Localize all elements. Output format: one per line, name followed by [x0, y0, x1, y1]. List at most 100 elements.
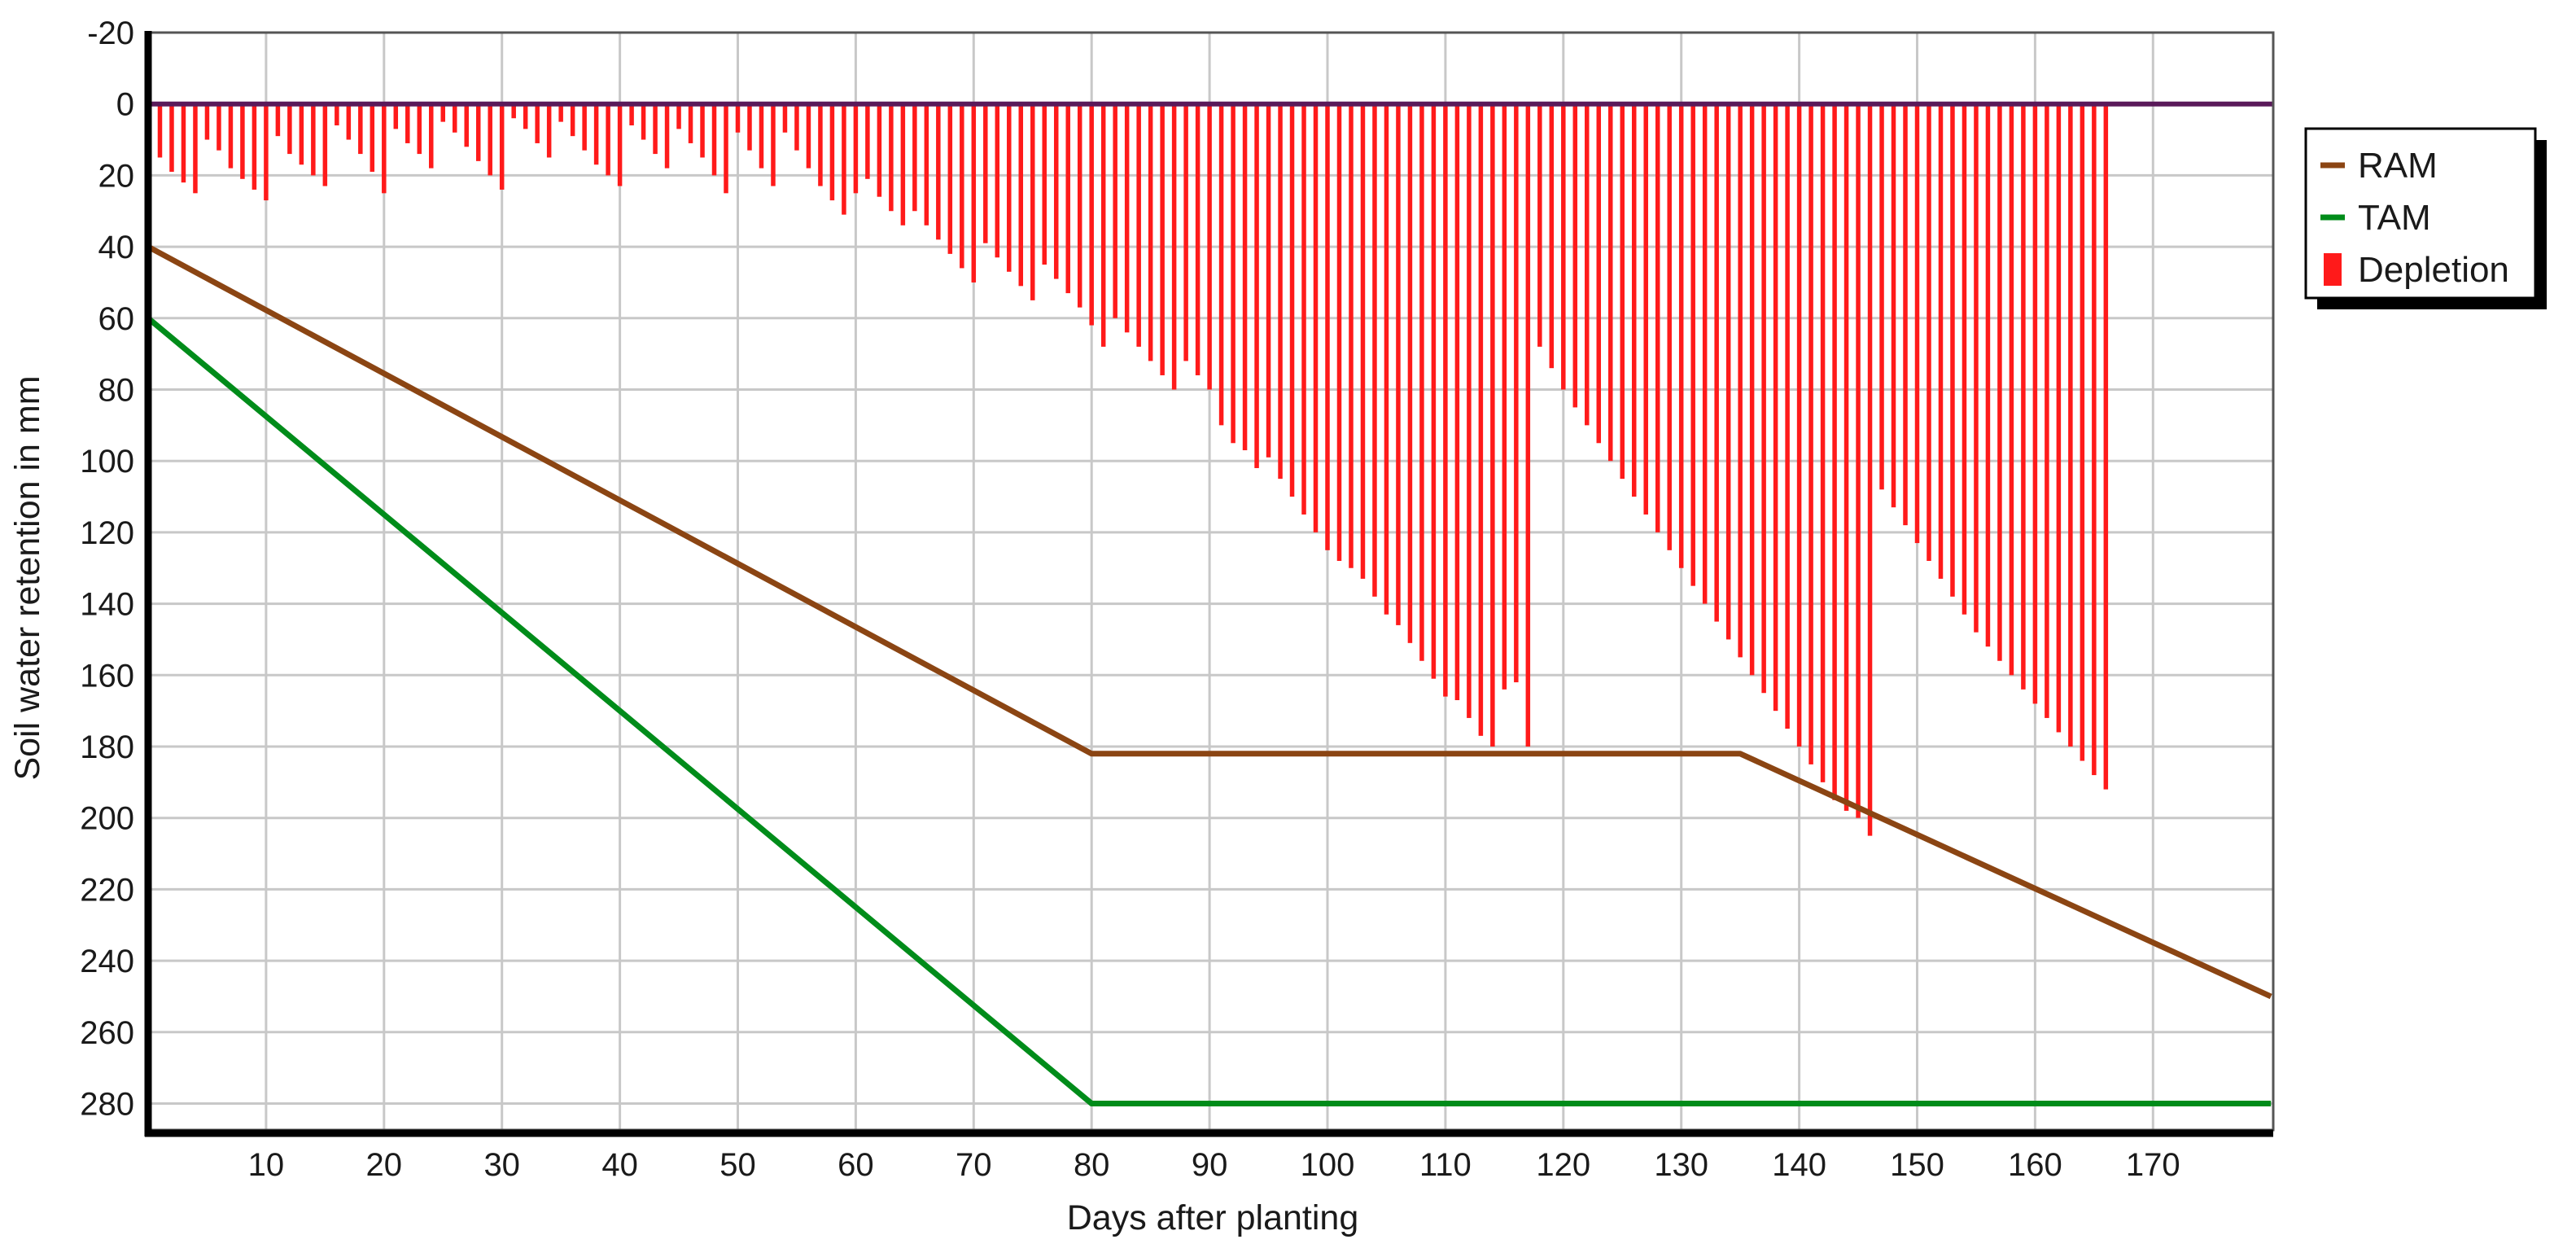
y-tick-label: -20 — [87, 15, 134, 51]
depletion-bar — [1678, 103, 1684, 568]
depletion-bar — [1891, 103, 1896, 508]
depletion-bar — [1325, 103, 1330, 550]
depletion-bar — [971, 103, 977, 282]
depletion-bar — [1136, 103, 1141, 347]
depletion-bar — [664, 103, 670, 169]
depletion-bar — [1903, 103, 1908, 526]
depletion-bar — [700, 103, 705, 158]
x-tick-label: 120 — [1536, 1147, 1590, 1183]
depletion-bar — [2056, 103, 2062, 733]
depletion-bar — [1997, 103, 2002, 661]
depletion-bar — [593, 103, 599, 165]
depletion-bar — [1690, 103, 1695, 586]
depletion-bar — [1843, 103, 1849, 811]
depletion-bar — [488, 103, 492, 176]
depletion-bar — [1030, 103, 1035, 300]
depletion-bar — [747, 103, 752, 151]
depletion-bar — [1254, 103, 1259, 468]
depletion-bar — [617, 103, 623, 186]
depletion-bar — [995, 103, 1000, 258]
depletion-bar — [924, 103, 929, 226]
y-tick-label: 200 — [80, 801, 134, 837]
depletion-bar — [1796, 103, 1802, 747]
depletion-bar — [1631, 103, 1637, 497]
depletion-bar — [1773, 103, 1778, 712]
depletion-bar — [1985, 103, 1991, 647]
y-axis-title: Soil water retention in mm — [8, 375, 47, 780]
depletion-bar — [1655, 103, 1660, 532]
depletion-bar — [936, 103, 941, 240]
depletion-bar — [2009, 103, 2014, 676]
depletion-bar — [1384, 103, 1389, 615]
legend-label-tam: TAM — [2358, 198, 2431, 238]
x-tick-label: 90 — [1192, 1147, 1228, 1183]
depletion-bar — [1643, 103, 1648, 515]
depletion-bar — [794, 103, 799, 151]
depletion-bar — [1667, 103, 1672, 550]
depletion-bar — [1502, 103, 1507, 690]
x-tick-label: 50 — [719, 1147, 756, 1183]
series-line-ram — [147, 244, 2272, 1000]
depletion-bar — [417, 103, 422, 155]
depletion-bar — [546, 103, 552, 158]
depletion-bar — [1018, 103, 1024, 287]
depletion-bar — [452, 103, 457, 133]
x-tick-label: 40 — [601, 1147, 638, 1183]
depletion-bar — [1725, 103, 1731, 640]
depletion-bar — [2045, 103, 2049, 718]
y-tick-label: 240 — [80, 944, 134, 979]
depletion-bar — [1360, 103, 1366, 579]
y-tick-label: 260 — [80, 1015, 134, 1051]
depletion-bar — [1089, 103, 1094, 326]
depletion-bar — [181, 103, 186, 183]
depletion-bar — [393, 103, 399, 129]
depletion-bar — [653, 103, 658, 155]
x-tick-label: 80 — [1074, 1147, 1110, 1183]
depletion-bar — [287, 103, 292, 155]
depletion-bar — [1620, 103, 1625, 480]
depletion-bar — [960, 103, 964, 269]
depletion-bar — [1808, 103, 1813, 764]
depletion-bar — [475, 103, 481, 161]
depletion-bar — [877, 103, 882, 197]
depletion-bar — [499, 103, 505, 190]
depletion-bar — [299, 103, 304, 165]
x-tick-label: 160 — [2008, 1147, 2062, 1183]
depletion-bar — [1478, 103, 1484, 736]
depletion-bar — [759, 103, 764, 169]
grid — [148, 31, 2273, 1130]
depletion-bar — [335, 103, 339, 126]
depletion-bar — [382, 103, 387, 194]
legend-label-depletion: Depletion — [2358, 250, 2509, 290]
y-tick-label: 0 — [116, 87, 134, 123]
depletion-bar — [947, 103, 953, 254]
depletion-bar — [1714, 103, 1719, 622]
depletion-bar — [1738, 103, 1743, 658]
depletion-bar — [1124, 103, 1130, 333]
x-tick-label: 140 — [1772, 1147, 1826, 1183]
depletion-bar — [1113, 103, 1117, 318]
depletion-bar — [865, 103, 870, 179]
depletion-bar — [228, 103, 234, 169]
legend-swatch-depletion — [2324, 253, 2342, 286]
depletion-bar — [358, 103, 363, 155]
depletion-bar — [1148, 103, 1153, 361]
depletion-bar — [535, 103, 540, 143]
depletion-bars — [157, 103, 2109, 836]
depletion-bar — [240, 103, 245, 179]
depletion-bar — [322, 103, 328, 186]
legend-label-ram: RAM — [2358, 146, 2438, 186]
depletion-bar — [1242, 103, 1248, 451]
x-tick-label: 20 — [366, 1147, 403, 1183]
depletion-bar — [1301, 103, 1306, 515]
depletion-bar — [570, 103, 575, 137]
plot-frame — [144, 31, 2275, 1137]
depletion-bar — [1585, 103, 1590, 426]
y-tick-label: 180 — [80, 729, 134, 765]
depletion-bar — [1077, 103, 1082, 308]
depletion-bar — [1962, 103, 1967, 615]
depletion-bar — [511, 103, 516, 119]
depletion-bar — [1879, 103, 1884, 490]
